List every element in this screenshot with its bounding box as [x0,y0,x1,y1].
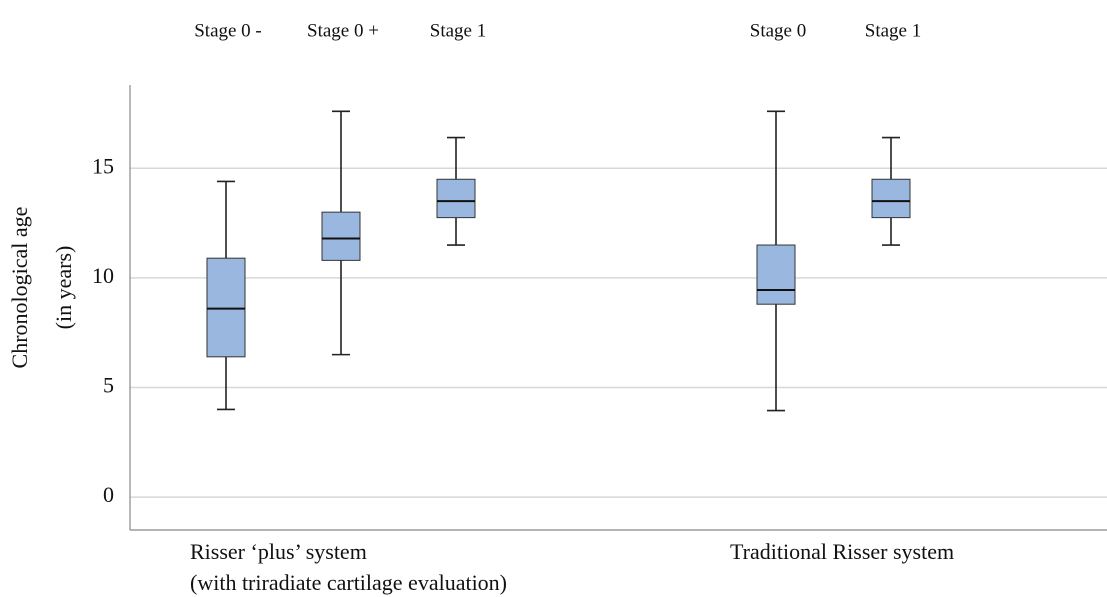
category-label: Stage 1 [430,20,486,41]
box [321,211,361,261]
group-label: (with triradiate cartilage evaluation) [190,570,507,595]
y-axis-label: (in years) [51,246,76,330]
box [871,178,911,219]
y-axis-label: Chronological age [7,207,32,369]
y-tick-label: 5 [103,373,114,398]
y-tick-label: 15 [92,153,114,178]
category-label: Stage 0 - [194,20,262,41]
category-label: Stage 0 + [307,20,379,41]
group-label: Risser ‘plus’ system [190,539,367,564]
category-label: Stage 0 [750,20,806,41]
y-tick-label: 10 [92,263,114,288]
group-label: Traditional Risser system [730,539,954,564]
y-tick-label: 0 [103,482,114,507]
box [436,178,476,219]
category-label: Stage 1 [865,20,921,41]
box [756,244,796,305]
box [206,257,246,358]
